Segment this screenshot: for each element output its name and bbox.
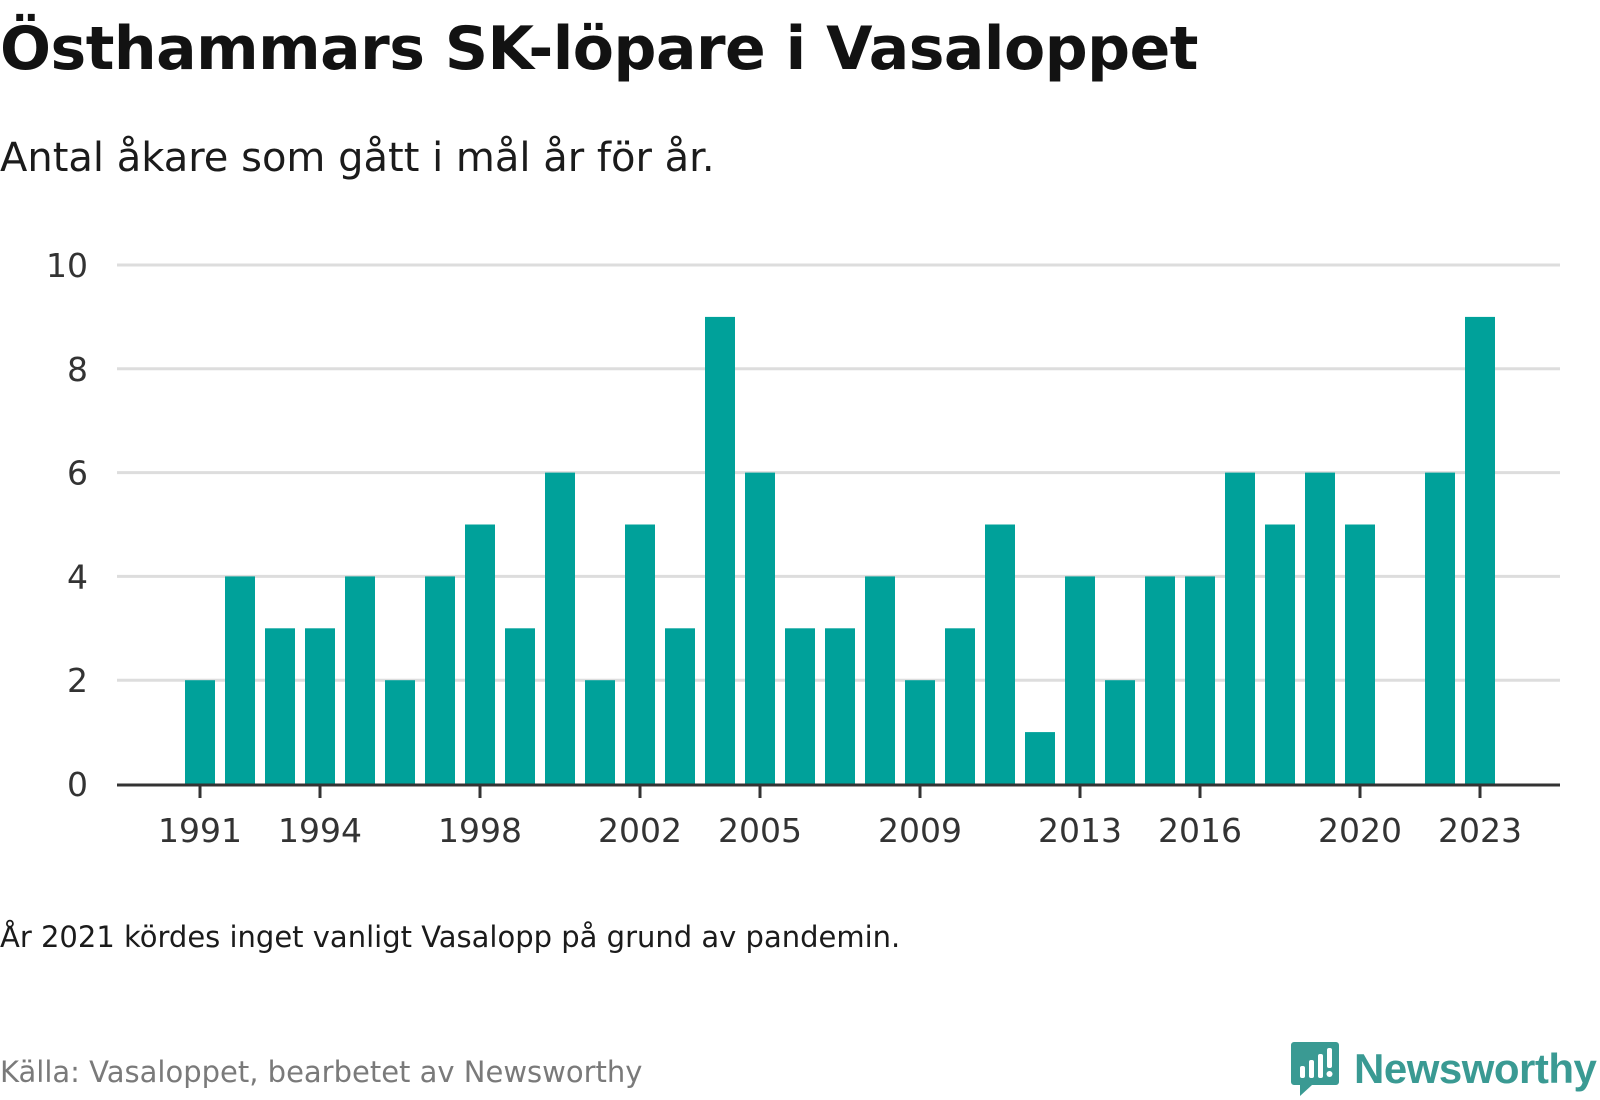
bar-2017 [1225,472,1255,784]
newsworthy-logo[interactable]: Newsworthy [1290,1040,1597,1098]
bar-2012 [1025,732,1055,784]
chart-title: Östhammars SK-löpare i Vasaloppet [0,14,1198,84]
bar-1997 [425,576,455,784]
bar-1999 [505,628,535,784]
y-tick-label: 4 [67,557,88,596]
gridlines [117,263,1560,682]
y-tick-label: 6 [67,454,88,493]
x-tick-label: 2005 [718,811,802,850]
x-tick-label: 2009 [878,811,962,850]
axes: 0 2 4 6 8 10 1991 1994 1998 2002 2005 2009 2013 2016 2… [46,246,1560,850]
chart-note: År 2021 kördes inget vanligt Vasalopp på… [0,920,901,954]
bar-2020 [1345,524,1375,784]
bar-1991 [185,680,215,784]
bar-2014 [1105,680,1135,784]
bar-2019 [1305,472,1335,784]
bar-2023 [1465,316,1495,784]
y-tick-label: 10 [46,246,88,285]
bar-2009 [905,680,935,784]
x-tick-label: 1998 [438,811,522,850]
x-tick-label: 2013 [1038,811,1122,850]
bar-1994 [305,628,335,784]
newsworthy-logo-icon [1291,1042,1339,1096]
bar-2013 [1065,576,1095,784]
bar-2022 [1425,472,1455,784]
x-tick-label: 2020 [1318,811,1402,850]
y-tick-label: 0 [67,765,88,804]
x-tick-label: 2002 [598,811,682,850]
bar-2000 [545,472,575,784]
source-credit: Källa: Vasaloppet, bearbetet av Newswort… [0,1055,643,1089]
bar-2008 [865,576,895,784]
bars [185,316,1495,784]
bar-1995 [345,576,375,784]
y-tick-label: 2 [67,661,88,700]
bar-2003 [665,628,695,784]
bar-chart: 0 2 4 6 8 10 1991 1994 1998 2002 2005 2009 2013 2016 2… [46,246,1560,850]
x-tick-label: 1994 [278,811,362,850]
bar-2016 [1185,576,1215,784]
bar-2007 [825,628,855,784]
bar-1992 [225,576,255,784]
x-tick-label: 1991 [158,811,242,850]
bar-1996 [385,680,415,784]
bar-2010 [945,628,975,784]
bar-2006 [785,628,815,784]
y-tick-label: 8 [67,350,88,389]
brand-name: Newsworthy [1354,1045,1597,1092]
bar-2004 [705,316,735,784]
x-tick-label: 2016 [1158,811,1242,850]
bar-2011 [985,524,1015,784]
bar-2005 [745,472,775,784]
bar-1993 [265,628,295,784]
bar-2002 [625,524,655,784]
bar-2015 [1145,576,1175,784]
chart-subtitle: Antal åkare som gått i mål år för år. [0,135,715,181]
bar-2018 [1265,524,1295,784]
bar-1998 [465,524,495,784]
bar-2001 [585,680,615,784]
x-tick-label: 2023 [1438,811,1522,850]
